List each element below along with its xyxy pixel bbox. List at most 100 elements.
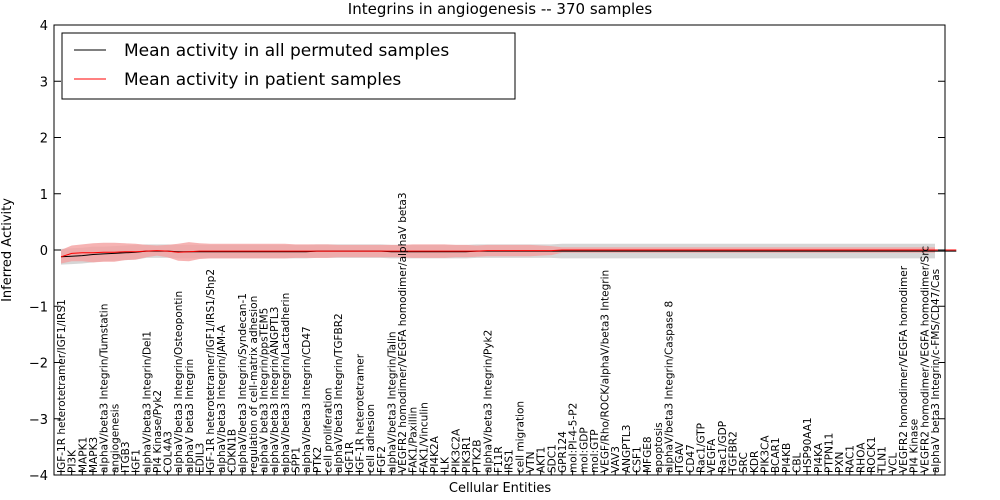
- x-category-label: mol:GDP: [578, 427, 590, 473]
- x-category-label: AKT1: [536, 447, 548, 473]
- legend-label-permuted: Mean activity in all permuted samples: [124, 41, 449, 61]
- category-labels: IGF-1R heterotetramer/IGF1/IRS1PI3KMAPK1…: [56, 192, 942, 475]
- x-category-label: KDR: [749, 451, 761, 473]
- x-category-label: alphaV/beta3 Integrin/TGFBR2: [333, 313, 345, 473]
- x-category-label: PI4KB: [781, 443, 793, 473]
- x-category-label: ITGAV: [674, 441, 686, 473]
- x-category-label: HSP90AA1: [802, 417, 814, 473]
- x-category-label: IGF1: [131, 449, 143, 473]
- x-category-label: IRS1: [504, 449, 516, 473]
- x-category-label: mol:GTP: [589, 429, 601, 473]
- x-category-label: FGF2: [376, 446, 388, 473]
- x-category-label: VCL: [887, 452, 899, 473]
- x-category-label: PTPN11: [823, 433, 835, 473]
- x-category-label: angiogenesis: [109, 404, 121, 473]
- x-category-label: CSF1: [632, 446, 644, 473]
- y-tick-label: 1: [40, 188, 48, 203]
- x-category-label: GPR124: [557, 431, 569, 473]
- x-category-label: RHOA: [855, 442, 867, 473]
- x-category-label: TGFBR2: [728, 431, 740, 474]
- x-category-label: Rac1/GTP: [696, 423, 708, 473]
- x-category-label: alphaV/beta3 Integrin/Del1: [141, 331, 153, 473]
- y-tick-label: 3: [40, 75, 48, 90]
- x-category-label: VEGFA: [706, 438, 718, 473]
- x-category-label: IGF-1R heterotetramer/IGF1/IRS1/Shp2: [205, 269, 217, 473]
- x-category-label: alphaV/beta3 Integrin/Pyk2: [482, 330, 494, 473]
- y-tick-label: −4: [29, 469, 48, 484]
- y-tick-label: 0: [40, 244, 48, 259]
- x-category-label: apoptosis: [653, 422, 665, 473]
- x-axis-title: Cellular Entities: [449, 481, 551, 496]
- x-category-label: PTK2B: [472, 439, 484, 473]
- x-category-label: alphaV/beta3 Integrin/Tumstatin: [99, 304, 111, 473]
- x-category-label: SDC1: [546, 444, 558, 473]
- x-category-label: CD47: [685, 444, 697, 473]
- chart-title: Integrins in angiogenesis -- 370 samples: [348, 0, 653, 18]
- x-category-label: MFGE8: [642, 436, 654, 473]
- x-category-label: alphaV/beta3 Integrin/Talin: [386, 331, 398, 473]
- x-category-label: VAV3: [610, 446, 622, 473]
- x-category-label: RAC1: [845, 445, 857, 473]
- y-tick-label: −1: [29, 300, 48, 315]
- x-category-label: VTN: [525, 452, 537, 473]
- x-category-label: alphaV/beta3 Integrin/Lactadherin: [280, 293, 292, 473]
- y-tick-label: 4: [40, 19, 48, 34]
- x-category-label: alphaV/beta3 Integrin/Osteopontin: [173, 291, 185, 473]
- x-category-label: PI3K: [67, 449, 79, 473]
- x-category-label: IGF-1R heterotetramer/IGF1/IRS1: [56, 299, 68, 473]
- x-category-label: Rac1/GDP: [717, 421, 729, 473]
- x-category-label: CDKN1B: [227, 429, 239, 473]
- y-tick-label: 2: [40, 132, 48, 147]
- series-line-2: [60, 249, 957, 258]
- x-category-label: alphaV/beta3 Integrin/ANGPTL3: [269, 307, 281, 473]
- x-category-label: F11R: [493, 446, 505, 473]
- x-category-label: alphaV beta3 Integrin/c-FMS/CD47/Cas: [930, 269, 942, 473]
- x-category-label: VEGFR2 homodimer/VEGFA homodimer: [898, 265, 910, 473]
- x-category-label: EDIL3: [195, 443, 207, 473]
- x-category-label: SRC: [738, 452, 750, 473]
- x-category-label: FAK1/Paxillin: [408, 407, 420, 473]
- x-category-label: alphaV beta3 Integrin: [184, 359, 196, 473]
- x-category-label: mol:PI-4-5-P2: [568, 403, 580, 473]
- x-category-label: VEGFR2 homodimer/VEGFA homodimer/alphaV …: [397, 192, 409, 473]
- y-axis-title: Inferred Activity: [0, 198, 15, 302]
- x-category-label: ROCK1: [866, 437, 878, 473]
- x-category-label: MAPK1: [77, 437, 89, 473]
- x-category-label: cell adhesion: [365, 404, 377, 473]
- x-category-label: regulation of cell-matrix adhesion: [248, 296, 260, 473]
- x-category-label: alphaV/beta3 Integrin/JAM-A: [216, 324, 228, 473]
- x-category-label: TLN1: [877, 446, 889, 474]
- legend-box: [61, 32, 516, 100]
- x-category-label: ITGB3: [120, 441, 132, 473]
- x-category-label: PXN: [834, 452, 846, 473]
- x-category-label: IGF1R: [344, 442, 356, 473]
- x-category-label: BCAR1: [770, 437, 782, 473]
- x-category-label: SPP1: [291, 447, 303, 473]
- x-category-label: alphaV/beta3 Integrin/Caspase 8: [664, 301, 676, 473]
- plot-frame: [53, 24, 946, 476]
- x-category-label: PIK3R1: [461, 436, 473, 473]
- x-category-label: PTK2: [312, 447, 324, 473]
- x-category-label: alphaV/beta3 Integrin/CD47: [301, 326, 313, 473]
- x-category-label: MAPK3: [88, 437, 100, 473]
- x-category-label: CBL: [791, 452, 803, 473]
- x-category-label: FAK1/Vinculin: [418, 402, 430, 473]
- x-category-label: VEGF/Rho/ROCK/alphaV/beta3 Integrin: [600, 270, 612, 473]
- x-category-label: PI4KA: [813, 442, 825, 473]
- x-category-label: cell migration: [514, 401, 526, 473]
- x-category-label: PI4K2A: [429, 435, 441, 473]
- x-category-label: PIK3C2A: [450, 428, 462, 473]
- x-category-label: COL4A3: [163, 431, 175, 473]
- y-tick-label: −3: [29, 413, 48, 428]
- std-bands: [61, 242, 935, 265]
- series-lines: [60, 249, 957, 258]
- legend-label-patient: Mean activity in patient samples: [124, 70, 401, 90]
- x-category-label: alphaV beta3 Integrin/ppsTEM5: [259, 308, 271, 473]
- x-category-label: PI4 Kinase: [909, 419, 921, 473]
- x-category-label: VEGFR2 homodimer/VEGFA homodimer/Src: [919, 246, 931, 473]
- x-category-label: ANGPTL3: [621, 425, 633, 473]
- x-category-label: PIK3CA: [760, 435, 772, 473]
- x-category-label: PI4 Kinase/Pyk2: [152, 390, 164, 473]
- std-band-series-2: [61, 242, 935, 264]
